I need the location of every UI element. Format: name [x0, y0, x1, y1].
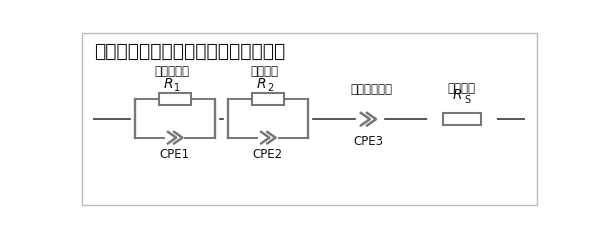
Text: （電極）: （電極） — [448, 82, 476, 95]
Text: R: R — [257, 77, 267, 91]
Text: 酸化物系固体電解質の等価回路モデル: 酸化物系固体電解質の等価回路モデル — [94, 42, 285, 61]
Text: S: S — [464, 95, 470, 105]
Text: 2: 2 — [267, 83, 273, 93]
Text: CPE2: CPE2 — [253, 148, 283, 161]
Text: 1: 1 — [174, 83, 180, 93]
Bar — [159, 93, 191, 105]
Text: CPE1: CPE1 — [160, 148, 190, 161]
FancyBboxPatch shape — [81, 33, 537, 205]
Text: （バルク）: （バルク） — [154, 65, 189, 78]
Text: （電極界面）: （電極界面） — [351, 83, 393, 96]
Bar — [443, 113, 481, 125]
Text: （粒界）: （粒界） — [251, 65, 279, 78]
Text: CPE3: CPE3 — [353, 135, 383, 148]
Text: R: R — [163, 77, 173, 91]
Text: R: R — [452, 88, 462, 102]
Bar — [251, 93, 284, 105]
